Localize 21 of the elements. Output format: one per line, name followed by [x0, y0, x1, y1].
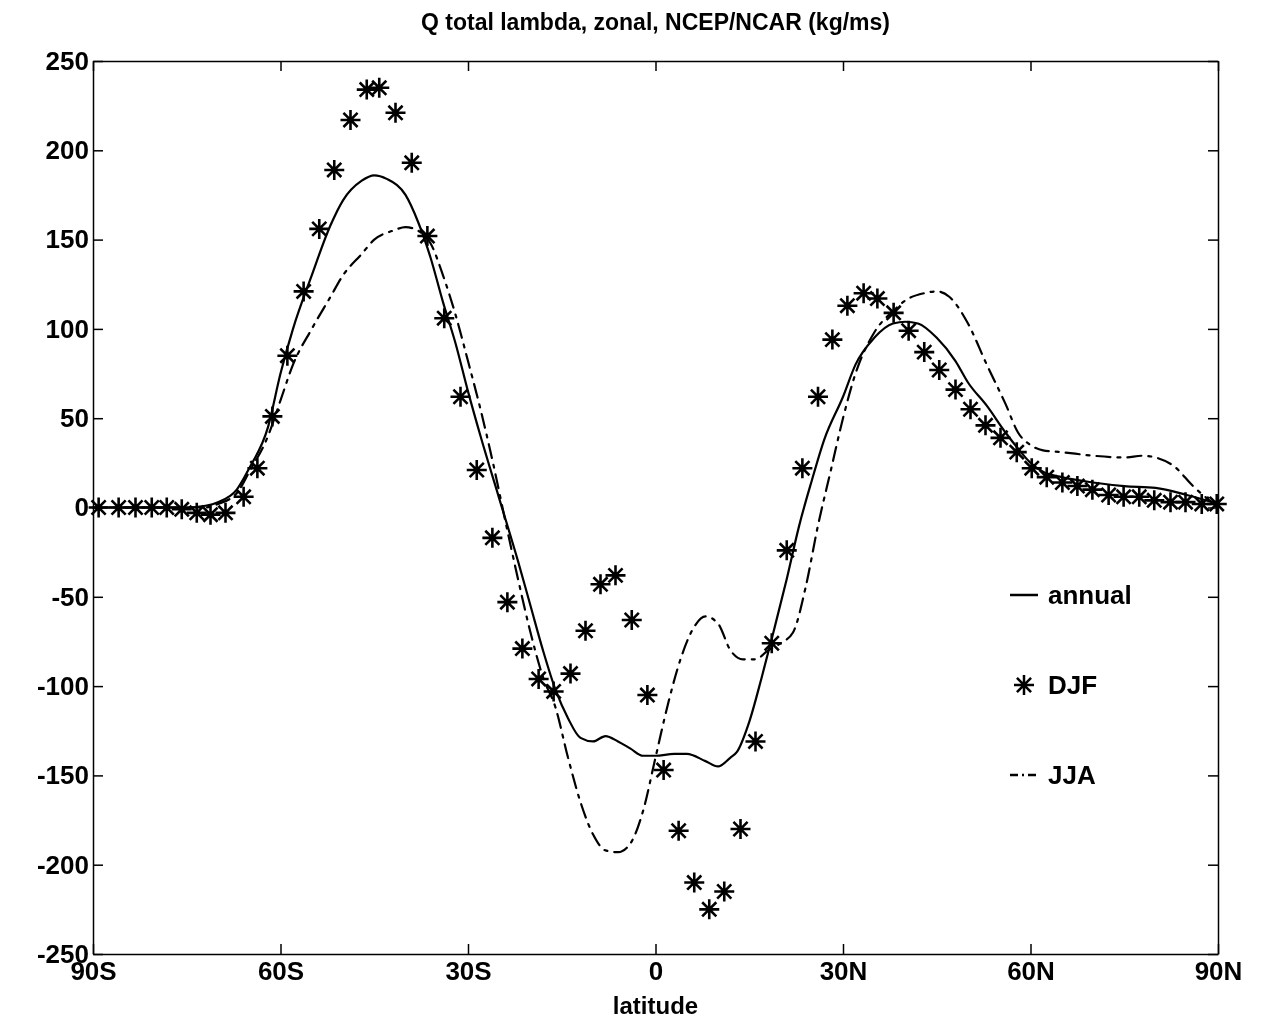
y-tick-label: 100 — [45, 313, 89, 344]
y-tick-label: 50 — [60, 403, 89, 434]
legend-label: annual — [1048, 580, 1132, 610]
chart-title: Q total lambda, zonal, NCEP/NCAR (kg/ms) — [421, 9, 890, 35]
y-tick-label: 150 — [45, 224, 89, 255]
legend-label: JJA — [1048, 760, 1096, 790]
x-axis-title: latitude — [612, 992, 699, 1019]
y-tick-label: 250 — [45, 45, 89, 76]
x-tick-label: 30N — [819, 956, 868, 987]
legend-label: DJF — [1048, 670, 1098, 700]
y-tick-label: 0 — [74, 492, 89, 523]
x-tick-label: 90N — [1194, 956, 1243, 987]
y-tick-label: 200 — [45, 135, 89, 166]
y-tick-label: -100 — [36, 670, 89, 701]
y-tick-label: -150 — [36, 760, 89, 791]
y-tick-label: -50 — [51, 581, 89, 612]
x-tick-label: 30S — [445, 956, 492, 987]
y-tick-label: -200 — [36, 849, 89, 880]
x-tick-label: 0 — [648, 956, 664, 987]
x-tick-label: 60S — [257, 956, 305, 987]
x-tick-label: 60N — [1007, 956, 1055, 987]
